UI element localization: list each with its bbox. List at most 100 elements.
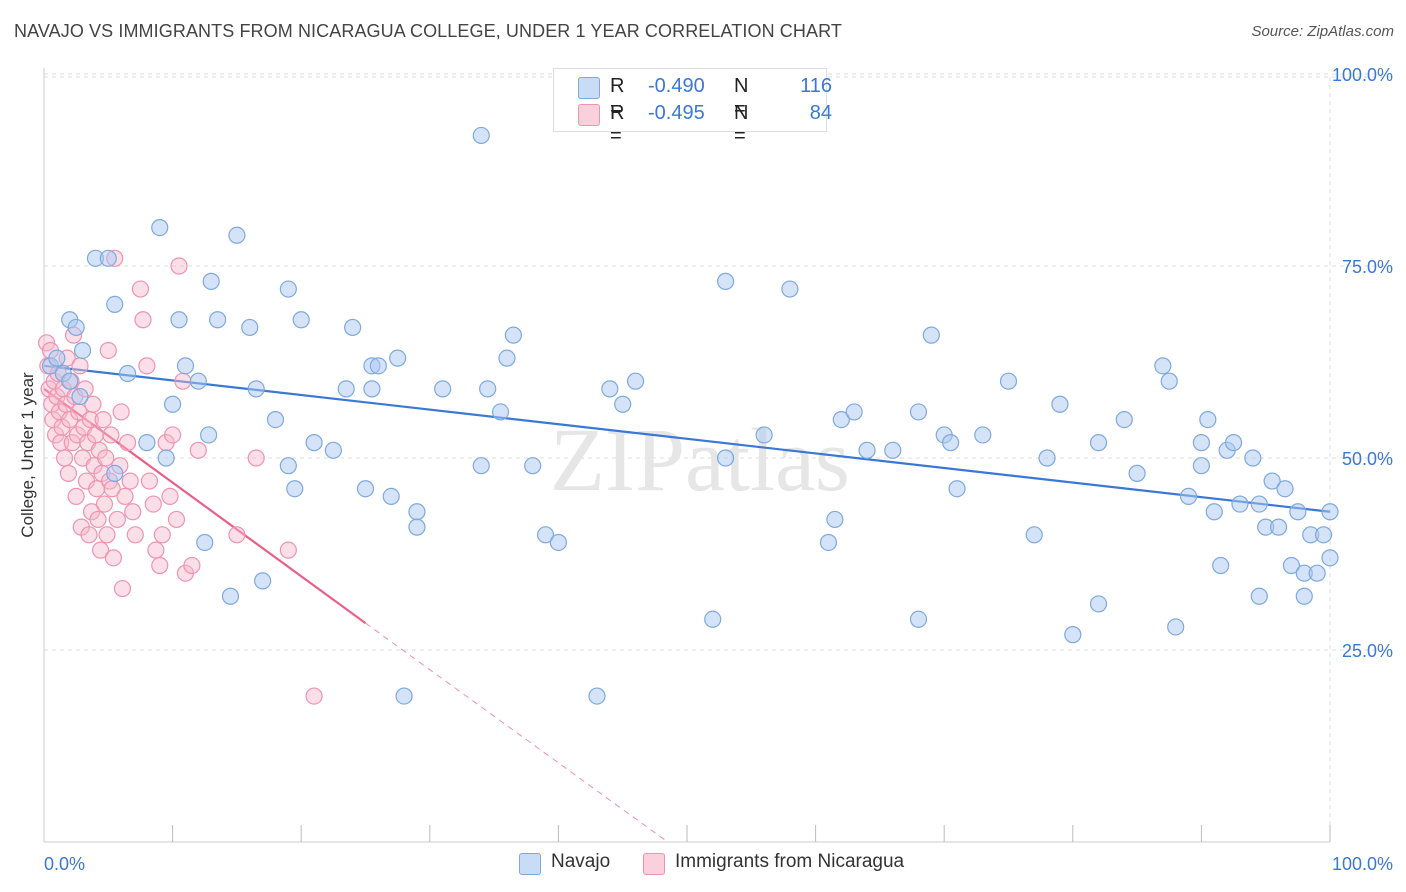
data-point-nicaragua bbox=[91, 541, 110, 559]
data-point-navajo bbox=[369, 357, 387, 375]
data-point-navajo bbox=[1212, 556, 1230, 575]
data-point-navajo bbox=[254, 572, 272, 590]
legend-r-label: R = bbox=[610, 75, 625, 120]
data-point-navajo bbox=[781, 280, 799, 298]
data-point-navajo bbox=[67, 318, 85, 337]
data-point-navajo bbox=[337, 380, 355, 398]
data-point-navajo bbox=[858, 441, 876, 459]
data-point-nicaragua bbox=[118, 434, 137, 452]
data-point-navajo bbox=[1064, 626, 1082, 644]
data-point-navajo bbox=[99, 249, 117, 267]
data-point-nicaragua bbox=[170, 257, 188, 275]
data-point-navajo bbox=[845, 403, 863, 421]
data-point-navajo bbox=[395, 687, 413, 705]
data-point-navajo bbox=[948, 480, 966, 498]
data-point-navajo bbox=[1289, 503, 1307, 521]
data-point-navajo bbox=[279, 457, 297, 475]
data-point-nicaragua bbox=[89, 510, 107, 529]
series-nicaragua bbox=[37, 249, 323, 705]
data-point-navajo bbox=[71, 387, 89, 406]
data-point-navajo bbox=[196, 533, 214, 552]
data-point-navajo bbox=[1038, 449, 1056, 467]
data-point-navajo bbox=[1282, 556, 1301, 575]
data-point-nicaragua bbox=[189, 441, 207, 459]
y-tick-label: 25.0% bbox=[1342, 641, 1393, 661]
data-point-nicaragua bbox=[151, 556, 169, 575]
data-point-navajo bbox=[106, 464, 124, 482]
legend-n-value: 116 bbox=[800, 75, 832, 97]
data-point-navajo bbox=[626, 372, 645, 390]
data-point-navajo bbox=[472, 457, 490, 475]
data-point-navajo bbox=[999, 372, 1018, 390]
data-point-navajo bbox=[1089, 595, 1108, 613]
data-point-navajo bbox=[884, 441, 902, 459]
data-point-navajo bbox=[138, 434, 156, 452]
data-point-nicaragua bbox=[116, 487, 134, 505]
data-point-navajo bbox=[704, 610, 722, 628]
data-point-nicaragua bbox=[167, 510, 186, 529]
bottom-legend-swatch-nicaragua bbox=[643, 853, 665, 875]
data-point-navajo bbox=[716, 449, 735, 467]
data-point-navajo bbox=[176, 357, 195, 375]
data-point-navajo bbox=[200, 426, 218, 444]
legend-r-value: -0.490 bbox=[648, 75, 705, 97]
data-point-navajo bbox=[1276, 480, 1294, 498]
y-tick-label: 50.0% bbox=[1342, 449, 1393, 469]
data-point-navajo bbox=[755, 426, 773, 444]
data-point-nicaragua bbox=[138, 357, 156, 375]
y-axis-label: College, Under 1 year bbox=[18, 372, 37, 538]
data-point-navajo bbox=[524, 457, 542, 475]
data-point-nicaragua bbox=[144, 495, 162, 513]
data-point-navajo bbox=[408, 503, 426, 521]
legend-n-label: N = bbox=[734, 102, 749, 147]
data-point-nicaragua bbox=[97, 449, 115, 467]
data-point-nicaragua bbox=[305, 687, 323, 705]
data-point-nicaragua bbox=[67, 487, 85, 505]
data-point-navajo bbox=[1128, 464, 1146, 482]
data-point-navajo bbox=[479, 380, 497, 398]
data-point-navajo bbox=[974, 426, 992, 444]
data-point-navajo bbox=[942, 434, 960, 452]
data-point-navajo bbox=[151, 219, 169, 237]
data-point-navajo bbox=[48, 349, 66, 367]
data-point-navajo bbox=[389, 349, 407, 367]
data-point-navajo bbox=[189, 372, 207, 390]
data-point-navajo bbox=[286, 480, 304, 498]
data-point-navajo bbox=[164, 395, 182, 413]
data-point-nicaragua bbox=[247, 449, 265, 467]
data-point-navajo bbox=[106, 295, 124, 313]
data-point-navajo bbox=[266, 411, 285, 429]
data-point-navajo bbox=[356, 480, 375, 498]
data-point-nicaragua bbox=[55, 449, 74, 467]
bottom-legend-label-navajo: Navajo bbox=[551, 851, 611, 872]
trend-line-nicaragua bbox=[365, 622, 669, 843]
x-tick-label: 0.0% bbox=[44, 854, 85, 874]
data-point-navajo bbox=[73, 341, 92, 360]
data-point-nicaragua bbox=[71, 357, 89, 375]
data-point-navajo bbox=[549, 533, 568, 552]
data-point-navajo bbox=[1314, 526, 1333, 544]
x-tick-label: 100.0% bbox=[1332, 854, 1393, 874]
data-point-navajo bbox=[170, 311, 188, 329]
data-point-navajo bbox=[1321, 503, 1339, 521]
legend-r-value: -0.495 bbox=[648, 102, 705, 124]
data-point-navajo bbox=[1269, 518, 1288, 536]
data-point-navajo bbox=[614, 395, 632, 413]
data-point-navajo bbox=[588, 687, 606, 705]
data-point-navajo bbox=[1089, 434, 1108, 452]
data-point-nicaragua bbox=[113, 579, 132, 598]
data-point-navajo bbox=[1295, 587, 1313, 605]
data-point-navajo bbox=[118, 364, 137, 383]
legend-swatch-navajo bbox=[578, 77, 600, 99]
data-point-navajo bbox=[292, 311, 310, 329]
series-navajo bbox=[41, 126, 1339, 705]
data-point-nicaragua bbox=[174, 372, 192, 390]
data-point-navajo bbox=[909, 610, 928, 628]
data-point-nicaragua bbox=[84, 395, 102, 413]
data-point-nicaragua bbox=[99, 341, 117, 360]
data-point-navajo bbox=[363, 380, 381, 398]
data-point-navajo bbox=[1115, 411, 1133, 429]
data-point-navajo bbox=[819, 533, 838, 552]
data-point-nicaragua bbox=[59, 464, 78, 482]
data-point-navajo bbox=[1051, 395, 1069, 413]
